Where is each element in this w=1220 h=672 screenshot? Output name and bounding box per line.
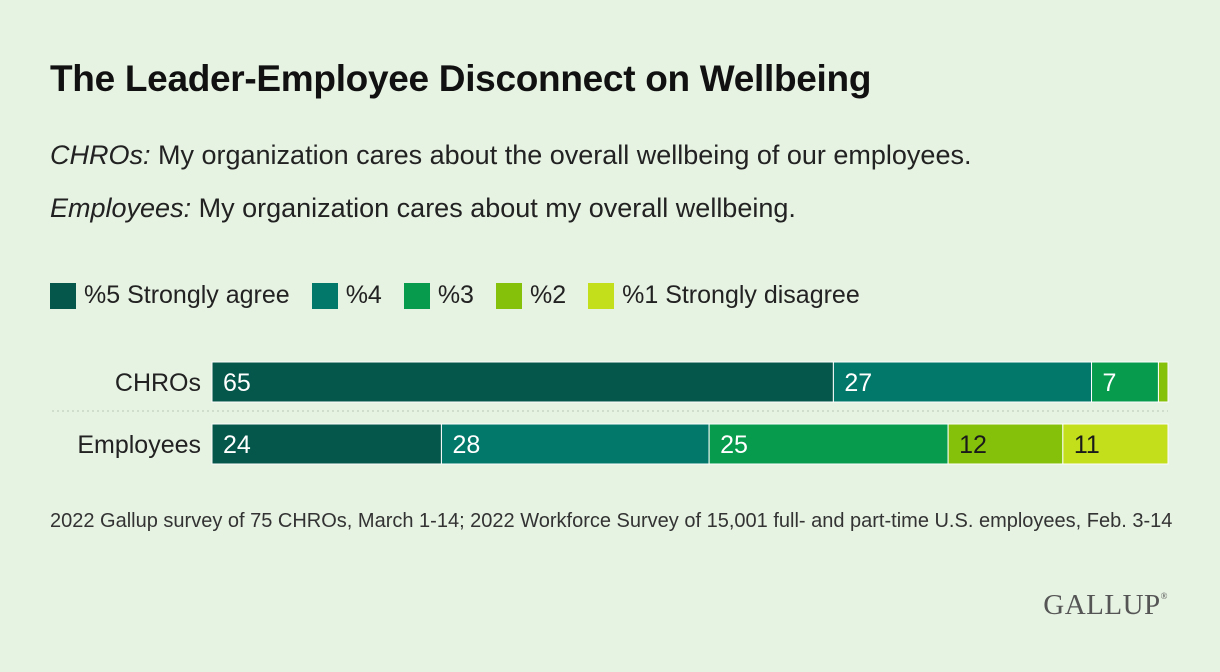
gallup-logo: GALLUP® (1043, 589, 1168, 622)
data-label-employees-s2: 12 (959, 431, 987, 459)
bar-chros-s2 (1157, 361, 1169, 403)
bar-employees-s1 (1062, 423, 1169, 465)
legend-label-3: %3 (437, 281, 474, 309)
subtitle-chros-prefix: CHROs: (50, 140, 151, 170)
subtitle-employees-prefix: Employees: (50, 193, 192, 223)
bar-chros-s4 (832, 361, 1093, 403)
data-label-employees-s3: 25 (720, 431, 748, 459)
bar-employees-s4 (440, 423, 710, 465)
footnote: 2022 Gallup survey of 75 CHROs, March 1-… (50, 510, 1173, 532)
subtitle-chros: CHROs: My organization cares about the o… (50, 140, 971, 171)
legend-label-4: %4 (345, 281, 382, 309)
legend-swatch-1 (588, 282, 615, 309)
legend-item-2: %2 (495, 281, 567, 310)
legend-item-4: %4 (311, 281, 382, 310)
bar-employees-s5 (211, 423, 442, 465)
subtitle-chros-text: My organization cares about the overall … (150, 140, 972, 170)
category-label-chros: CHROs (115, 369, 201, 397)
bar-chros-s5 (211, 361, 834, 403)
legend-swatch-4 (311, 282, 338, 309)
bar-chros-s3 (1091, 361, 1159, 403)
legend-item-strongly-agree: %5 Strongly agree (50, 281, 290, 310)
legend-swatch-5 (50, 282, 76, 309)
category-label-employees: Employees (77, 431, 201, 459)
bar-employees-s3 (708, 423, 949, 465)
legend-label-2: %2 (529, 281, 567, 309)
legend-item-3: %3 (403, 281, 474, 310)
stacked-bar-chart: CHROs 65 27 7 Employees 24 28 25 12 11 (52, 361, 1169, 465)
legend-label-5: %5 Strongly agree (84, 281, 290, 309)
legend-label-1: %1 Strongly disagree (622, 281, 860, 309)
gallup-logo-text: GALLUP (1043, 589, 1161, 621)
data-label-chros-s5: 65 (223, 369, 251, 397)
subtitle-employees: Employees: My organization cares about m… (50, 193, 796, 224)
chart-title: The Leader-Employee Disconnect on Wellbe… (50, 58, 872, 99)
data-label-employees-s4: 28 (452, 431, 480, 459)
data-label-employees-s5: 24 (223, 431, 251, 459)
legend-swatch-3 (403, 282, 430, 309)
chart-legend: %5 Strongly agree %4 %3 %2 %1 Strongly d… (50, 281, 882, 310)
data-label-employees-s1: 11 (1074, 431, 1100, 459)
subtitle-employees-text: My organization cares about my overall w… (191, 193, 796, 223)
legend-item-strongly-disagree: %1 Strongly disagree (588, 281, 860, 310)
legend-swatch-2 (495, 282, 522, 309)
data-label-chros-s3: 7 (1103, 369, 1117, 397)
registered-mark: ® (1160, 591, 1168, 601)
data-label-chros-s4: 27 (844, 369, 872, 397)
